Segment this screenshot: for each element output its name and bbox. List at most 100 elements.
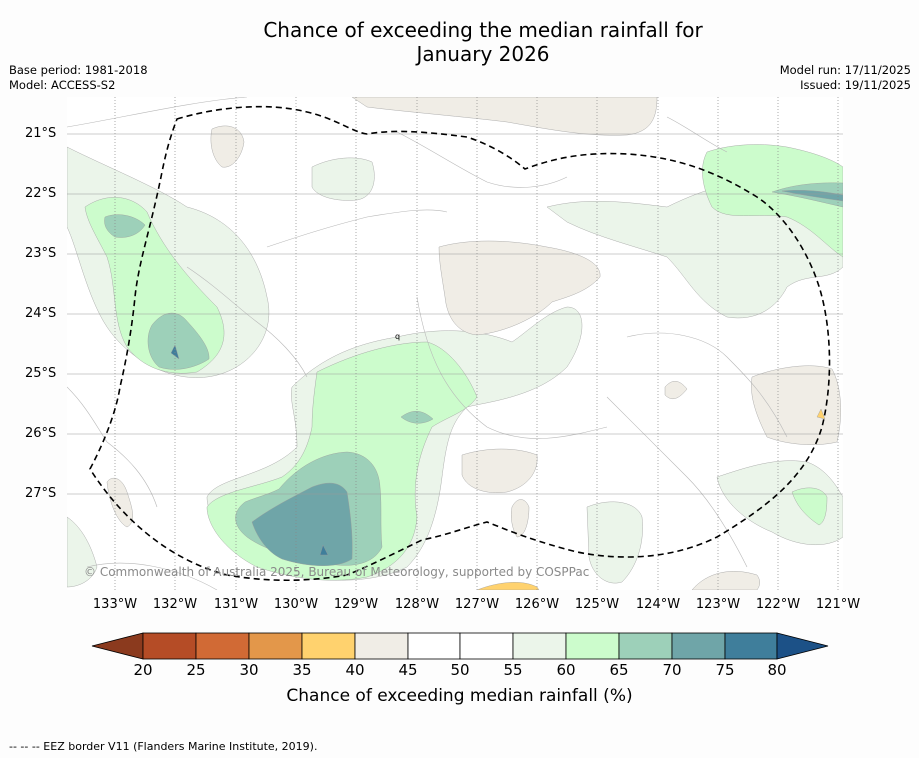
lat-gridlines: [67, 133, 843, 495]
colorbar-segment: [195, 632, 250, 660]
colorbar-tick: 75: [715, 661, 735, 679]
contour-line: [416, 296, 608, 439]
lon-label: 123°W: [695, 597, 741, 612]
base-period: Base period: 1981-2018: [9, 63, 148, 77]
chart-title: Chance of exceeding the median rainfall …: [0, 18, 919, 66]
lat-label: 25°S: [25, 366, 57, 381]
lon-label: 122°W: [755, 597, 801, 612]
meta-left: Base period: 1981-2018 Model: ACCESS-S2: [9, 63, 148, 93]
lon-label: 128°W: [394, 597, 440, 612]
region-35-east: [816, 408, 826, 420]
lat-label: 24°S: [25, 306, 57, 321]
colorbar-segment: [354, 632, 409, 660]
region-40-center: [438, 240, 601, 336]
lon-gridlines: [114, 97, 839, 590]
region-40-north: [351, 97, 658, 136]
contour-line: [606, 396, 748, 568]
region-70-central: [251, 482, 353, 566]
title-line-2: January 2026: [416, 42, 550, 66]
contour-line: [186, 266, 308, 378]
colorbar-segment: [618, 632, 673, 660]
region-40-small-south: [511, 499, 530, 538]
title-line-1: Chance of exceeding the median rainfall …: [263, 18, 703, 42]
colorbar-tick: 55: [503, 661, 523, 679]
lon-label: 125°W: [574, 597, 620, 612]
contour-line: [86, 562, 218, 590]
colorbar-tick: 20: [133, 661, 153, 679]
region-55-north-blob: [311, 157, 375, 201]
colorbar-tick: 40: [345, 661, 365, 679]
colorbar-segment: [512, 632, 567, 660]
contour-line: [266, 209, 448, 248]
colorbar-tick: 60: [556, 661, 576, 679]
region-40-bottom: [691, 571, 760, 590]
colorbar-over-arrow: [776, 632, 829, 660]
colorbar-label: Chance of exceeding median rainfall (%): [286, 686, 633, 706]
lat-label: 23°S: [25, 246, 57, 261]
lon-label: 133°W: [92, 597, 138, 612]
map-panel[interactable]: q: [67, 97, 843, 590]
region-55-east-south: [716, 460, 843, 545]
contour-line: [396, 131, 568, 188]
region-40-south-center: [461, 448, 538, 493]
lat-label: 27°S: [25, 486, 57, 501]
colorbar-segments: [142, 632, 778, 660]
colorbar-segment: [724, 632, 778, 660]
issued-date: Issued: 19/11/2025: [800, 78, 911, 92]
lat-label: 26°S: [25, 426, 57, 441]
colorbar-tick: 25: [186, 661, 206, 679]
colorbar-tick: 45: [398, 661, 418, 679]
region-55-south-mid: [586, 501, 643, 584]
region-40-east: [751, 365, 841, 445]
colorbar-tick: 80: [767, 661, 787, 679]
region-35-south: [476, 582, 540, 590]
colorbar-segment: [248, 632, 303, 660]
contour-line: [626, 332, 788, 438]
colorbar-segment: [459, 632, 514, 660]
colorbar-segment: [142, 632, 197, 660]
lon-label: 131°W: [213, 597, 259, 612]
lon-label: 121°W: [815, 597, 861, 612]
lat-label: 22°S: [25, 186, 57, 201]
colorbar: [91, 632, 829, 660]
colorbar-tick: 65: [609, 661, 629, 679]
lon-label: 124°W: [635, 597, 681, 612]
model-name: Model: ACCESS-S2: [9, 78, 116, 92]
meta-right: Model run: 17/11/2025 Issued: 19/11/2025: [780, 63, 911, 93]
colorbar-tick: 35: [292, 661, 312, 679]
contour-line: [666, 116, 728, 153]
rainfall-map: q: [67, 97, 843, 590]
lon-label: 127°W: [454, 597, 500, 612]
colorbar-tick: 50: [450, 661, 470, 679]
region-65-west: [147, 312, 210, 370]
colorbar-segment: [301, 632, 356, 660]
model-run: Model run: 17/11/2025: [779, 63, 911, 77]
map-mark: q: [395, 332, 400, 341]
lon-label: 126°W: [514, 597, 560, 612]
region-65-mid: [400, 411, 434, 424]
lon-label: 132°W: [152, 597, 198, 612]
lat-label: 21°S: [25, 126, 57, 141]
contour-line: [67, 97, 248, 128]
region-65-small-west: [104, 214, 146, 238]
region-75-central: [319, 544, 329, 556]
region-70-east: [781, 190, 843, 202]
contour-lines: [67, 97, 788, 590]
band-40-45: [106, 97, 841, 590]
band-70-75: [251, 190, 843, 566]
credit-text: © Commonwealth of Australia 2025, Bureau…: [84, 565, 590, 579]
region-40-west-south: [106, 477, 133, 528]
eez-legend-footer: -- -- -- EEZ border V11 (Flanders Marine…: [9, 740, 318, 753]
lon-label: 130°W: [273, 597, 319, 612]
region-60-east-small: [791, 487, 828, 526]
contour-line: [67, 386, 158, 508]
colorbar-tick: 30: [239, 661, 259, 679]
region-55-lower-left: [67, 516, 98, 588]
colorbar-segment: [671, 632, 726, 660]
colorbar-tick: 70: [662, 661, 682, 679]
colorbar-under-arrow: [91, 632, 144, 660]
colorbar-segment: [565, 632, 620, 660]
region-40-small-east: [664, 381, 688, 400]
colorbar-segment: [407, 632, 461, 660]
region-40-west-blob: [210, 125, 245, 168]
